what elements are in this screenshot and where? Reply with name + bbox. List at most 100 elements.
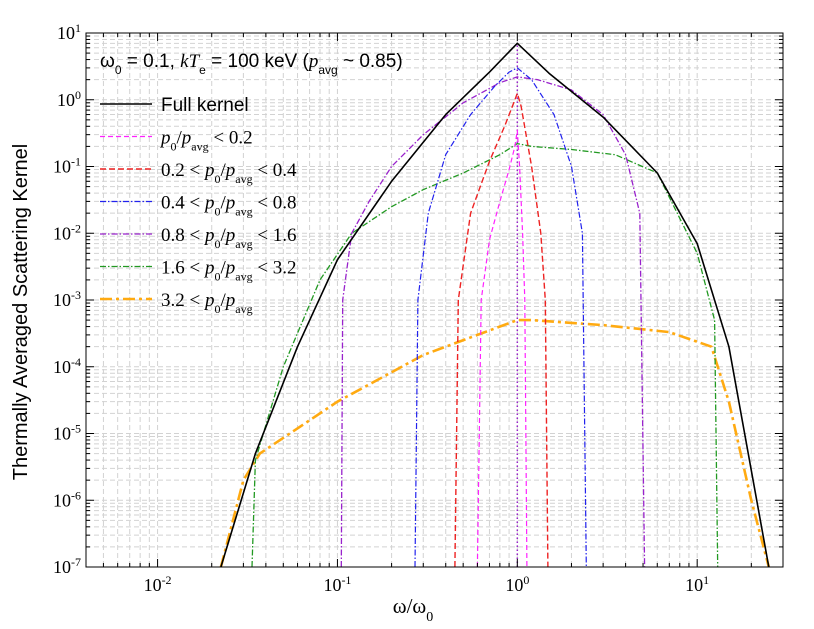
- legend-slash: /: [220, 193, 226, 214]
- x-axis-label: ω/ω0: [393, 594, 433, 625]
- y-tick-label: 10-1: [53, 155, 81, 177]
- tick-label-exponent: -4: [71, 355, 81, 369]
- legend-p0-subscript: 0: [214, 205, 220, 219]
- y-tick-label: 10-7: [53, 555, 81, 577]
- legend-p0-subscript: 0: [214, 270, 220, 284]
- legend-p0-symbol: p: [203, 290, 215, 311]
- legend-pavg-symbol: p: [224, 193, 236, 214]
- series-line-0: [220, 42, 770, 568]
- tick-label-base: 10: [53, 157, 71, 177]
- x-tick-label: 10-1: [323, 573, 351, 595]
- legend-suffix: < 0.4: [253, 160, 297, 181]
- annotation-part-3: ~ 0.85): [338, 51, 403, 72]
- tick-label-base: 10: [57, 90, 75, 110]
- legend-pavg-symbol: p: [224, 258, 236, 279]
- tick-label-base: 10: [53, 557, 71, 577]
- kT-subscript: e: [199, 63, 206, 77]
- tick-label-base: 10: [53, 290, 71, 310]
- tick-label-exponent: 0: [75, 88, 81, 102]
- legend-label-6: 3.2 < p0/pavg: [161, 290, 253, 316]
- tick-label-base: 10: [685, 575, 703, 595]
- legend-p0-subscript: 0: [214, 237, 220, 251]
- legend-pavg-subscript: avg: [235, 270, 252, 284]
- tick-label-base: 10: [53, 424, 71, 444]
- y-tick-label: 10-4: [53, 355, 81, 377]
- legend-pavg-symbol: p: [224, 160, 236, 181]
- legend-slash: /: [220, 258, 226, 279]
- tick-label-exponent: 0: [523, 573, 529, 587]
- legend-prefix: 0.2 <: [161, 160, 205, 181]
- legend-p0-subscript: 0: [214, 172, 220, 186]
- legend-p0-symbol: p: [203, 160, 215, 181]
- y-tick-label: 10-3: [53, 288, 81, 310]
- legend-pavg-subscript: avg: [235, 302, 252, 316]
- x-tick-label: 100: [505, 573, 529, 595]
- legend-slash: /: [220, 290, 226, 311]
- y-tick-label: 10-6: [53, 488, 81, 510]
- series-line-6: [219, 318, 771, 568]
- legend-suffix: < 0.2: [209, 128, 253, 149]
- parameters-annotation: ω0 = 0.1, kTe = 100 keV (pavg ~ 0.85): [100, 51, 403, 77]
- p-symbol: p: [307, 51, 319, 72]
- series-line-1: [476, 129, 528, 568]
- legend-slash: /: [220, 225, 226, 246]
- tick-label-base: 10: [323, 575, 341, 595]
- tick-label-exponent: -3: [71, 288, 81, 302]
- series-line-2: [454, 92, 549, 568]
- legend-suffix: < 3.2: [253, 258, 297, 279]
- tick-label-base: 10: [57, 23, 75, 43]
- tick-label-exponent: -2: [162, 573, 172, 587]
- series-layer: [219, 42, 771, 568]
- legend-slash: /: [177, 128, 183, 149]
- legend-label-4: 0.8 < p0/pavg < 1.6: [161, 225, 297, 251]
- legend-p0-symbol: p: [203, 225, 215, 246]
- y-axis-label: Thermally Averaged Scattering Kernel: [10, 144, 32, 480]
- tick-label-exponent: -5: [71, 422, 81, 436]
- p-subscript: avg: [318, 63, 337, 77]
- legend-suffix: < 1.6: [253, 225, 297, 246]
- annotation-part-1: = 0.1,: [122, 51, 181, 72]
- y-tick-label: 100: [57, 88, 81, 110]
- tick-label-exponent: -1: [71, 155, 81, 169]
- series-line-4: [340, 76, 646, 568]
- tick-label-exponent: -1: [341, 573, 351, 587]
- tick-label-exponent: 1: [75, 21, 81, 35]
- tick-label-base: 10: [505, 575, 523, 595]
- x-axis-label-main: ω/ω: [393, 594, 426, 618]
- tick-label-exponent: -6: [71, 488, 81, 502]
- legend-pavg-subscript: avg: [235, 237, 252, 251]
- series-line-5: [251, 142, 719, 568]
- legend-label-0: Full kernel: [161, 95, 249, 116]
- y-tick-label: 10-5: [53, 422, 81, 444]
- tick-labels: 10-2 10-1 100 10110-710-610-510-410-310-210…: [53, 21, 709, 595]
- legend-pavg-subscript: avg: [191, 140, 208, 154]
- legend-pavg-symbol: p: [224, 290, 236, 311]
- x-axis-label-subscript: 0: [426, 610, 433, 625]
- legend-pavg-symbol: p: [180, 128, 192, 149]
- legend-pavg-symbol: p: [224, 225, 236, 246]
- y-tick-label: 101: [57, 21, 81, 43]
- legend-label-3: 0.4 < p0/pavg < 0.8: [161, 193, 297, 219]
- kT-symbol: kT: [180, 51, 200, 72]
- x-tick-label: 10-2: [144, 573, 172, 595]
- legend-pavg-subscript: avg: [235, 205, 252, 219]
- tick-label-exponent: -2: [71, 221, 81, 235]
- legend-p0-symbol: p: [203, 258, 215, 279]
- legend-p0-symbol: p: [159, 128, 171, 149]
- legend-prefix: 0.4 <: [161, 193, 205, 214]
- tick-label-exponent: -7: [71, 555, 81, 569]
- tick-label-exponent: 1: [703, 573, 709, 587]
- tick-label-base: 10: [53, 490, 71, 510]
- series-line-3: [414, 67, 587, 568]
- x-tick-label: 101: [685, 573, 709, 595]
- legend-label-2: 0.2 < p0/pavg < 0.4: [161, 160, 297, 186]
- tick-label-base: 10: [53, 357, 71, 377]
- legend-slash: /: [220, 160, 226, 181]
- tick-label-base: 10: [53, 223, 71, 243]
- legend-label-5: 1.6 < p0/pavg < 3.2: [161, 258, 297, 284]
- legend-prefix: 3.2 <: [161, 290, 205, 311]
- legend-p0-subscript: 0: [214, 302, 220, 316]
